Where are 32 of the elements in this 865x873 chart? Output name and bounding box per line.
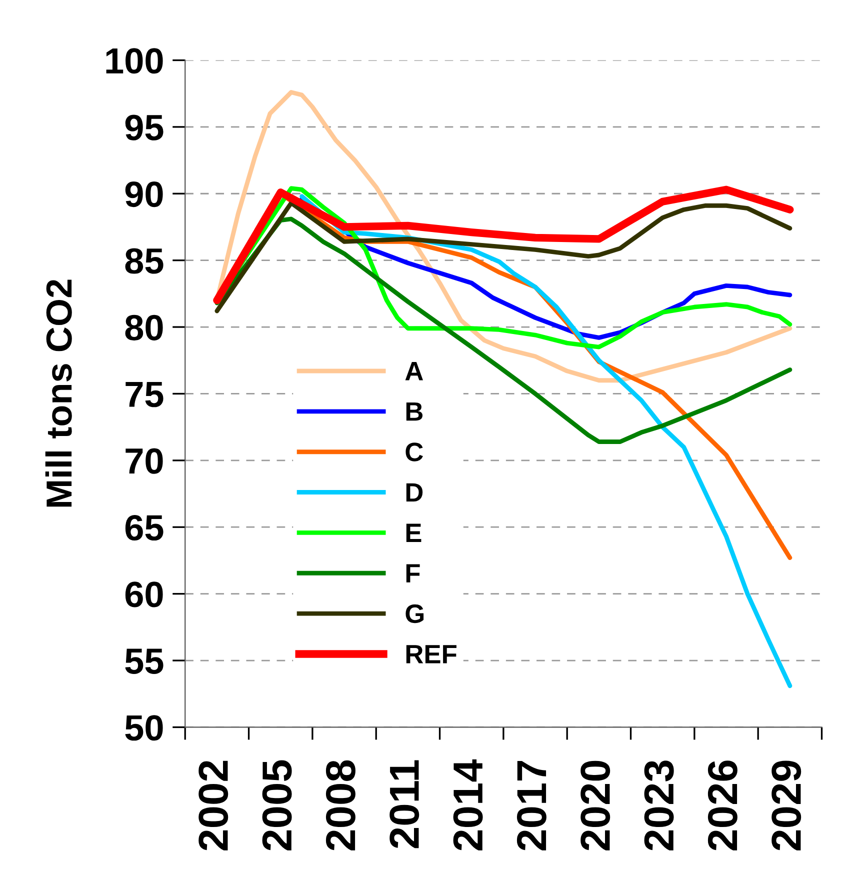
- legend-label: C: [406, 442, 423, 462]
- x-tick-label: 2026: [708, 760, 738, 850]
- y-tick-label: 95: [125, 114, 164, 140]
- legend-label: E: [406, 524, 422, 542]
- y-axis-title: Mill tons CO2: [45, 280, 72, 507]
- x-tick-label: 2029: [772, 760, 802, 850]
- x-tick-label: 2002: [198, 760, 228, 850]
- x-tick-label: 2020: [580, 760, 610, 850]
- y-tick-label: 90: [125, 182, 163, 208]
- legend-label: G: [406, 604, 424, 624]
- x-tick-label: 2011: [390, 760, 420, 848]
- x-tick-label: 2017: [516, 760, 546, 850]
- x-tick-label: 2005: [262, 760, 292, 850]
- line-series: [214, 90, 792, 383]
- y-tick-label: 50: [125, 715, 163, 741]
- legend-label: REF: [406, 645, 456, 664]
- y-tick-label: 80: [125, 314, 163, 340]
- y-tick-label: 60: [125, 582, 163, 608]
- legend-label: D: [406, 483, 423, 502]
- y-tick-label: 75: [126, 382, 164, 408]
- legend-label: B: [406, 402, 422, 421]
- x-tick-label: 2014: [453, 759, 483, 850]
- legend-label: F: [406, 564, 420, 582]
- legend-label: A: [405, 362, 423, 380]
- x-tick-label: 2023: [644, 760, 674, 850]
- line-series: [214, 200, 792, 314]
- y-tick-label: 65: [125, 514, 164, 541]
- y-tick-label: 100: [106, 48, 163, 74]
- x-tick-label: 2008: [326, 760, 356, 850]
- y-tick-label: 55: [125, 648, 164, 674]
- y-tick-label: 85: [125, 248, 164, 274]
- y-tick-label: 70: [126, 448, 163, 474]
